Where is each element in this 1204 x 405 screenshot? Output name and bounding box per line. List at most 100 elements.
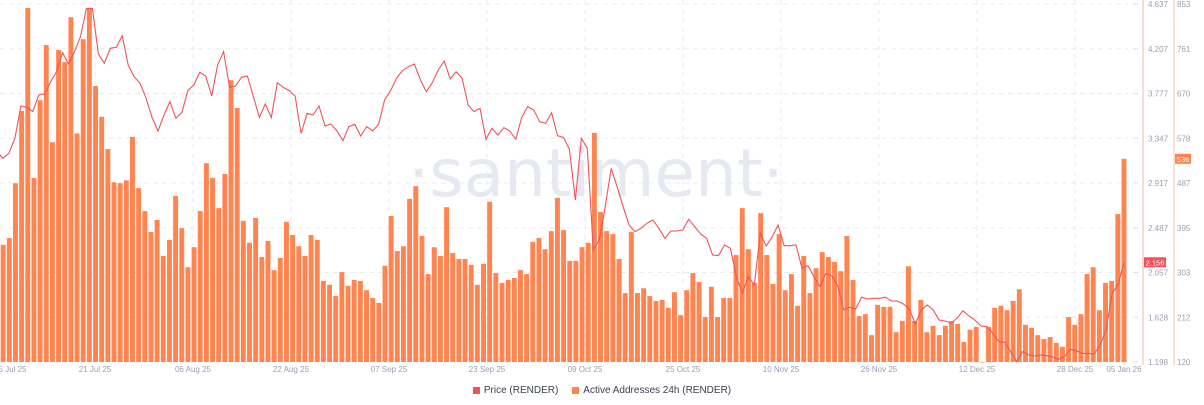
x-tick-label: 23 Sep 25 bbox=[469, 365, 506, 374]
addresses-tick-label: 761 bbox=[1177, 45, 1191, 54]
active-addresses-bar bbox=[813, 268, 819, 362]
x-tick-label: 25 Oct 25 bbox=[666, 365, 701, 374]
x-tick-label: 10 Nov 25 bbox=[763, 365, 800, 374]
active-addresses-bar bbox=[678, 315, 684, 362]
active-addresses-bar bbox=[148, 232, 154, 362]
active-addresses-bar bbox=[419, 235, 425, 362]
active-addresses-bar bbox=[49, 142, 55, 362]
last-value-badges: 2.156 536 bbox=[1144, 153, 1191, 268]
price-tick-label: 2.487 bbox=[1148, 224, 1169, 233]
active-addresses-bar bbox=[511, 277, 517, 362]
active-addresses-bar bbox=[1072, 324, 1078, 362]
active-addresses-bar bbox=[505, 279, 511, 362]
price-swatch bbox=[472, 387, 480, 394]
active-addresses-bar bbox=[19, 110, 25, 362]
active-addresses-bar bbox=[31, 177, 37, 362]
active-addresses-bar bbox=[653, 300, 659, 362]
active-addresses-bar bbox=[13, 183, 18, 362]
addresses-tick-label: 395 bbox=[1177, 224, 1191, 233]
price-tick-label: 1.198 bbox=[1148, 358, 1169, 367]
x-tick-label: 28 Dec 25 bbox=[1057, 365, 1094, 374]
active-addresses-bar bbox=[635, 293, 640, 362]
active-addresses-bar bbox=[758, 213, 764, 362]
active-addresses-bar bbox=[628, 232, 634, 362]
active-addresses-bar bbox=[782, 290, 788, 362]
active-addresses-bar bbox=[240, 220, 246, 362]
active-addresses-bar bbox=[407, 198, 413, 362]
x-tick-label: 21 Jul 25 bbox=[79, 365, 112, 374]
active-addresses-bar bbox=[622, 293, 628, 362]
active-addresses-bar bbox=[912, 320, 918, 362]
active-addresses-bar bbox=[998, 305, 1004, 362]
active-addresses-bar bbox=[807, 293, 813, 362]
active-addresses-bar bbox=[296, 246, 302, 362]
active-addresses-bar bbox=[856, 316, 862, 362]
price-line bbox=[0, 7, 1125, 363]
active-addresses-bar bbox=[518, 270, 523, 362]
active-addresses-bar bbox=[314, 239, 320, 362]
active-addresses-bars bbox=[0, 7, 1127, 363]
active-addresses-bar bbox=[542, 249, 548, 362]
price-tick-label: 1.628 bbox=[1148, 313, 1169, 322]
x-tick-label: 22 Aug 25 bbox=[273, 365, 310, 374]
active-addresses-bar bbox=[918, 299, 924, 362]
active-addresses-bar bbox=[567, 260, 573, 362]
active-addresses-bar bbox=[887, 306, 893, 362]
active-addresses-bar bbox=[893, 332, 899, 362]
active-addresses-bar bbox=[370, 298, 376, 362]
legend-label-price: Price (RENDER) bbox=[483, 385, 559, 396]
active-addresses-bar bbox=[111, 182, 117, 362]
active-addresses-bar bbox=[604, 231, 610, 362]
active-addresses-bar bbox=[1103, 282, 1108, 362]
x-tick-label: 06 Aug 25 bbox=[175, 365, 212, 374]
active-addresses-bar bbox=[1115, 214, 1121, 362]
active-addresses-bar bbox=[1016, 289, 1022, 362]
active-addresses-bar bbox=[733, 255, 739, 362]
price-tick-label: 3.347 bbox=[1148, 134, 1169, 143]
active-addresses-bar bbox=[179, 228, 185, 362]
active-addresses-bar bbox=[1010, 300, 1016, 362]
active-addresses-bar bbox=[708, 286, 714, 362]
active-addresses-bar bbox=[1029, 327, 1035, 362]
legend-item-price[interactable]: Price (RENDER) bbox=[472, 385, 559, 396]
legend-item-active-addresses[interactable]: Active Addresses 24h (RENDER) bbox=[572, 385, 731, 396]
active-addresses-bar bbox=[203, 163, 209, 362]
active-addresses-bar bbox=[671, 292, 677, 362]
active-addresses-bar bbox=[216, 208, 222, 362]
active-addresses-bar bbox=[68, 17, 74, 363]
addresses-tick-label: 670 bbox=[1177, 90, 1191, 99]
active-addresses-bar bbox=[493, 273, 499, 362]
active-addresses-bar bbox=[745, 249, 751, 362]
active-addresses-bar bbox=[875, 304, 881, 362]
active-addresses-bar bbox=[99, 116, 105, 362]
active-addresses-bar bbox=[690, 273, 696, 362]
active-addresses-bar bbox=[869, 335, 874, 362]
active-addresses-bar bbox=[382, 265, 388, 362]
active-addresses-bar bbox=[302, 256, 308, 362]
active-addresses-bar bbox=[659, 299, 665, 362]
price-tick-label: 4.637 bbox=[1148, 0, 1169, 9]
active-addresses-bar bbox=[561, 230, 567, 362]
active-addresses-bar bbox=[1078, 314, 1084, 362]
active-addresses-bar bbox=[456, 258, 462, 362]
active-addresses-bar bbox=[924, 332, 930, 362]
active-addresses-bar bbox=[117, 183, 123, 362]
active-addresses-bar bbox=[364, 290, 369, 362]
active-addresses-bar bbox=[1109, 280, 1115, 362]
active-addresses-bar bbox=[1023, 324, 1028, 362]
active-addresses-bar bbox=[247, 242, 252, 362]
active-addresses-bar bbox=[727, 298, 733, 362]
active-addresses-bar bbox=[351, 279, 357, 362]
active-addresses-bar bbox=[425, 274, 431, 362]
active-addresses-bar bbox=[684, 290, 690, 362]
active-addresses-bar bbox=[739, 208, 745, 362]
active-addresses-bar bbox=[62, 62, 68, 362]
active-addresses-bar bbox=[93, 86, 98, 362]
price-tick-label: 2.057 bbox=[1148, 269, 1169, 278]
legend: Price (RENDER) Active Addresses 24h (REN… bbox=[0, 385, 1204, 396]
active-addresses-bar bbox=[770, 283, 776, 362]
active-addresses-bar bbox=[936, 335, 942, 362]
x-axis: 05 Jul 25 21 Jul 25 06 Aug 25 22 Aug 25 07 S… bbox=[0, 365, 1142, 374]
active-addresses-bar bbox=[56, 49, 62, 362]
